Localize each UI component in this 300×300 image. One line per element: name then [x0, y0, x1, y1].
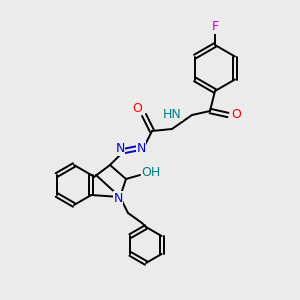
- Text: OH: OH: [141, 167, 160, 179]
- Text: O: O: [132, 101, 142, 115]
- Text: N: N: [136, 142, 146, 154]
- Text: HN: HN: [163, 107, 182, 121]
- Text: N: N: [115, 142, 125, 155]
- Text: N: N: [113, 191, 123, 205]
- Text: O: O: [231, 109, 241, 122]
- Text: F: F: [212, 20, 219, 34]
